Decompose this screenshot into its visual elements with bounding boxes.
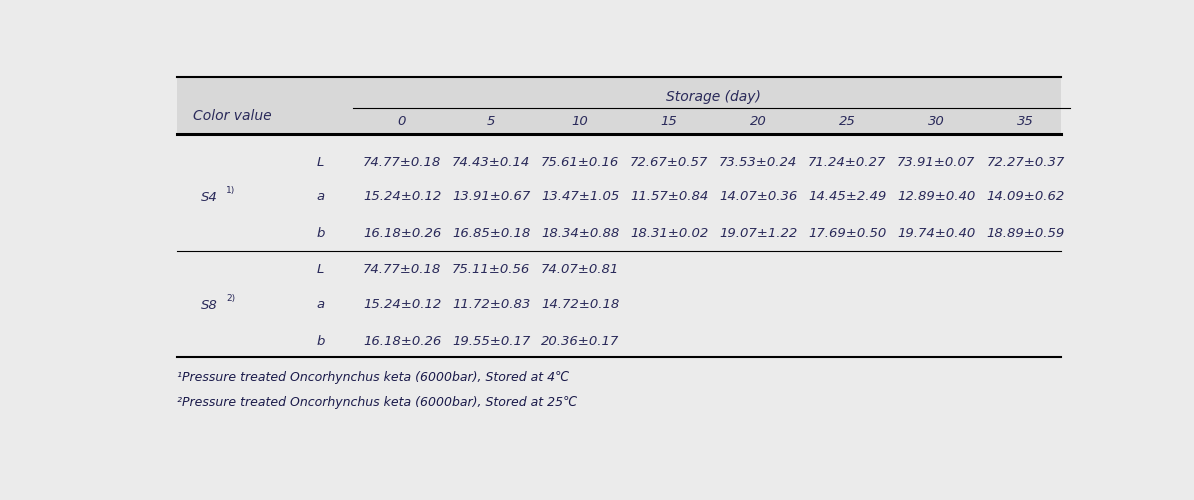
Text: 72.27±0.37: 72.27±0.37 [986,156,1065,168]
Text: 75.61±0.16: 75.61±0.16 [541,156,620,168]
Text: a: a [316,190,325,203]
Text: 74.77±0.18: 74.77±0.18 [363,264,441,276]
Text: ²Pressure treated Oncorhynchus keta (6000bar), Stored at 25℃: ²Pressure treated Oncorhynchus keta (600… [177,396,577,409]
Text: 13.91±0.67: 13.91±0.67 [451,190,530,203]
Text: 35: 35 [1017,115,1034,128]
Text: 16.85±0.18: 16.85±0.18 [451,227,530,240]
Bar [177,78,1060,134]
Text: Storage (day): Storage (day) [666,90,761,104]
Text: 72.67±0.57: 72.67±0.57 [630,156,708,168]
Text: L: L [316,156,324,168]
Text: 16.18±0.26: 16.18±0.26 [363,227,441,240]
Text: 0: 0 [398,115,406,128]
Text: 1): 1) [226,186,235,195]
Text: b: b [316,227,325,240]
Text: 73.91±0.07: 73.91±0.07 [897,156,975,168]
Text: 74.07±0.81: 74.07±0.81 [541,264,620,276]
Text: 2): 2) [226,294,235,303]
Text: b: b [316,334,325,347]
Text: 15.24±0.12: 15.24±0.12 [363,298,441,311]
Text: 74.77±0.18: 74.77±0.18 [363,156,441,168]
Text: L: L [316,264,324,276]
Text: 16.18±0.26: 16.18±0.26 [363,334,441,347]
Text: 18.89±0.59: 18.89±0.59 [986,227,1065,240]
Text: 18.34±0.88: 18.34±0.88 [541,227,620,240]
Text: 10: 10 [572,115,589,128]
Text: 12.89±0.40: 12.89±0.40 [897,190,975,203]
Text: a: a [316,298,325,311]
Text: 19.07±1.22: 19.07±1.22 [719,227,798,240]
Text: 73.53±0.24: 73.53±0.24 [719,156,798,168]
Text: 30: 30 [928,115,944,128]
Text: Color value: Color value [193,109,272,123]
Text: 11.72±0.83: 11.72±0.83 [451,298,530,311]
Text: 14.72±0.18: 14.72±0.18 [541,298,620,311]
Text: 5: 5 [487,115,496,128]
Text: 14.07±0.36: 14.07±0.36 [719,190,798,203]
Text: 75.11±0.56: 75.11±0.56 [451,264,530,276]
Text: 17.69±0.50: 17.69±0.50 [808,227,886,240]
Text: 25: 25 [839,115,856,128]
Text: 15: 15 [660,115,677,128]
Text: ¹Pressure treated Oncorhynchus keta (6000bar), Stored at 4℃: ¹Pressure treated Oncorhynchus keta (600… [177,371,570,384]
Text: 74.43±0.14: 74.43±0.14 [451,156,530,168]
Text: 14.45±2.49: 14.45±2.49 [808,190,886,203]
Text: 18.31±0.02: 18.31±0.02 [630,227,708,240]
Text: S8: S8 [201,299,217,312]
Text: 11.57±0.84: 11.57±0.84 [630,190,708,203]
Text: 19.55±0.17: 19.55±0.17 [451,334,530,347]
Text: 15.24±0.12: 15.24±0.12 [363,190,441,203]
Text: 20: 20 [750,115,767,128]
Text: 13.47±1.05: 13.47±1.05 [541,190,620,203]
Text: 14.09±0.62: 14.09±0.62 [986,190,1065,203]
Text: S4: S4 [201,191,217,204]
Text: 20.36±0.17: 20.36±0.17 [541,334,620,347]
Text: 71.24±0.27: 71.24±0.27 [808,156,886,168]
Text: 19.74±0.40: 19.74±0.40 [897,227,975,240]
